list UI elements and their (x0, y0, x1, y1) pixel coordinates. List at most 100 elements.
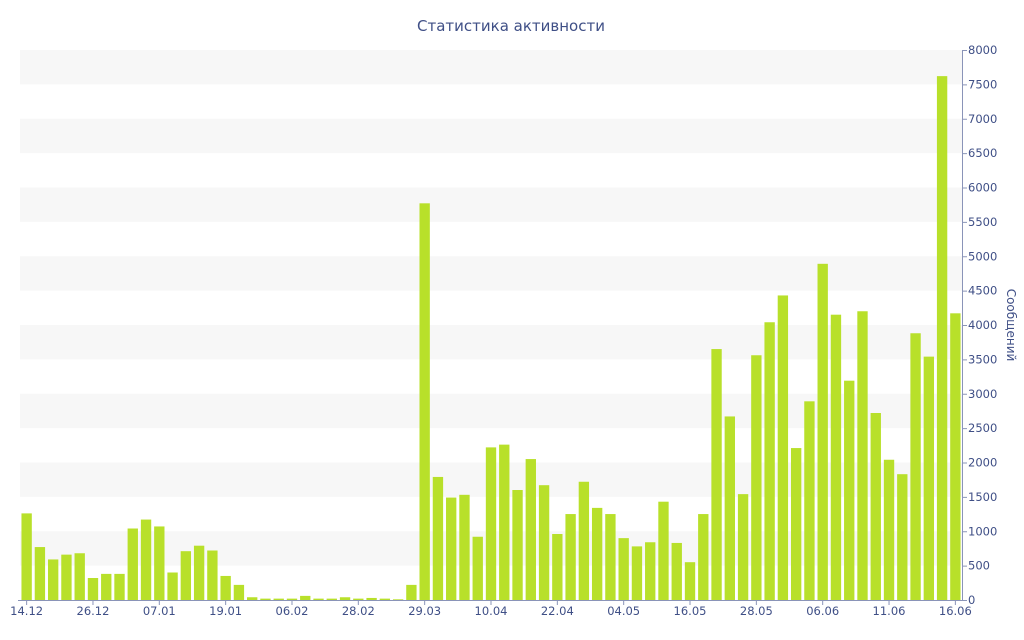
bar (154, 526, 165, 600)
y-tick-label: 4500 (968, 284, 997, 298)
bar (857, 311, 868, 600)
bar (220, 575, 231, 600)
grid-band (20, 118, 962, 154)
bar (353, 598, 364, 601)
bar (432, 476, 444, 600)
bar (379, 598, 391, 601)
y-tick-label: 7000 (968, 112, 997, 126)
bar (698, 514, 709, 600)
bar (87, 578, 99, 600)
bar (817, 263, 828, 600)
bar (764, 322, 775, 600)
x-tick-label: 19.01 (209, 604, 242, 618)
bar (61, 554, 72, 601)
bar (830, 314, 842, 600)
y-tick-label: 4000 (968, 318, 997, 332)
bar (844, 380, 855, 600)
bar (870, 413, 881, 600)
bar (724, 416, 735, 600)
bar (74, 553, 85, 600)
bar (658, 501, 669, 600)
y-tick-label: 2000 (968, 456, 997, 470)
bar (286, 598, 298, 601)
bar (140, 519, 152, 600)
y-tick-label: 2500 (968, 421, 997, 435)
bar (671, 542, 682, 600)
bar (804, 401, 815, 600)
bar (339, 597, 351, 600)
grid-band (20, 256, 962, 291)
y-tick-label: 6500 (968, 146, 997, 160)
bar (326, 598, 337, 601)
bar (485, 447, 497, 601)
bar (406, 584, 417, 601)
bar (260, 598, 271, 601)
bar (446, 497, 457, 600)
bar (645, 542, 656, 600)
bar (47, 559, 59, 600)
bar (101, 573, 112, 601)
bar (300, 595, 311, 601)
x-tick-label: 28.05 (740, 604, 773, 618)
y-tick-label: 8000 (968, 43, 997, 57)
x-tick-label: 16.06 (939, 604, 972, 618)
bar (950, 313, 961, 600)
grid-band (20, 187, 962, 222)
bar (777, 295, 789, 600)
x-tick-label: 26.12 (77, 604, 110, 618)
y-tick-label: 1000 (968, 524, 997, 538)
y-tick-label: 5000 (968, 249, 997, 263)
bar (923, 356, 935, 601)
bar (392, 599, 404, 600)
bar (565, 514, 576, 600)
bar (538, 485, 550, 600)
y-tick-label: 6000 (968, 181, 997, 195)
bar (313, 598, 324, 601)
bar (790, 448, 802, 600)
bar (233, 584, 245, 601)
bar (883, 459, 895, 600)
bar (499, 444, 510, 601)
y-tick-label: 3500 (968, 352, 997, 366)
y-tick-label: 0 (968, 593, 975, 607)
y-tick-label: 7500 (968, 77, 997, 91)
bar (512, 490, 523, 600)
bar (180, 551, 192, 600)
bar (34, 547, 46, 600)
bar (910, 333, 921, 600)
bar (273, 598, 284, 601)
bar (525, 459, 536, 600)
grid-band (20, 50, 962, 85)
bar (897, 474, 908, 600)
bar (472, 536, 483, 600)
x-tick-label: 10.04 (475, 604, 508, 618)
bar (193, 545, 205, 600)
x-tick-label: 06.06 (806, 604, 839, 618)
bar (419, 203, 430, 600)
x-axis-ticks: 14.12 26.12 07.01 19.01 06.02 28.02 29.03 10.04… (10, 600, 972, 618)
bar-series (21, 76, 961, 601)
chart-title: Статистика активности (417, 17, 605, 35)
x-tick-label: 29.03 (408, 604, 441, 618)
y-axis-title: Сообщений (1004, 289, 1018, 362)
bar (127, 528, 138, 600)
x-tick-label: 28.02 (342, 604, 375, 618)
bar (114, 573, 125, 601)
x-tick-label: 07.01 (143, 604, 176, 618)
bar (737, 494, 749, 601)
x-tick-label: 22.04 (541, 604, 574, 618)
bar (618, 538, 629, 601)
bar (591, 507, 603, 601)
bar (366, 597, 377, 600)
bar (684, 562, 696, 600)
bar (631, 546, 643, 601)
x-tick-label: 11.06 (873, 604, 906, 618)
bar (711, 349, 722, 600)
bar (459, 494, 470, 600)
y-tick-label: 5500 (968, 215, 997, 229)
x-tick-label: 16.05 (674, 604, 707, 618)
bar (247, 597, 258, 600)
bar (936, 76, 948, 601)
y-tick-label: 3000 (968, 387, 997, 401)
